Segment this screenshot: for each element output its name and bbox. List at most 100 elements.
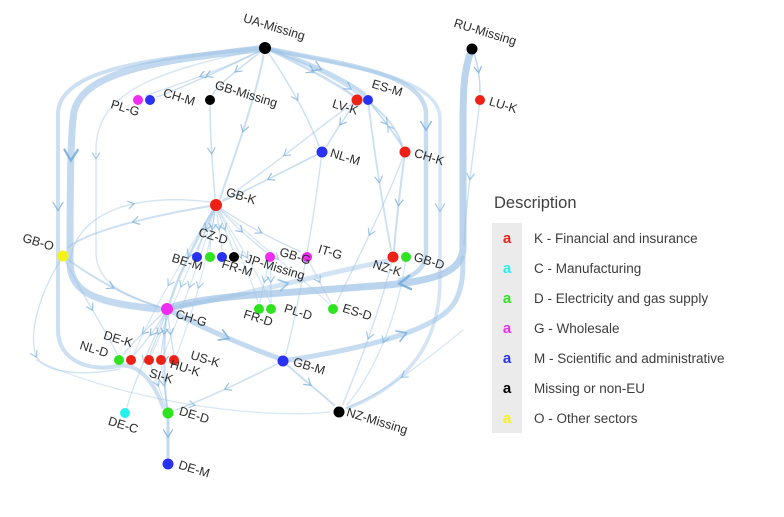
edge (280, 255, 466, 364)
edge-arrow-icon (374, 175, 383, 184)
edge-arrow-icon (30, 349, 38, 359)
node-label-NL-M: NL-M (329, 146, 362, 168)
node-PL-D (266, 304, 276, 314)
node-LV-K (351, 94, 363, 106)
edge (151, 204, 217, 355)
edge (133, 204, 217, 355)
edge (122, 308, 168, 356)
node-label-GB-K: GB-K (225, 185, 259, 208)
edge-arrow-icon (217, 328, 231, 341)
edge-arrow-icon (223, 382, 233, 391)
node-DE-K (126, 355, 136, 365)
edge (222, 99, 358, 201)
node-US-K (169, 355, 179, 365)
node-IT-G (302, 252, 312, 262)
legend-key-icon-C: a (492, 253, 522, 283)
edge (56, 46, 267, 409)
edge-arrow-icon (397, 274, 413, 291)
edge-arrow-icon (241, 250, 249, 259)
legend-key-icon-O: a (492, 403, 522, 433)
edge (215, 204, 271, 304)
edge (66, 44, 269, 313)
node-NL-D (114, 355, 124, 365)
edge-arrow-icon (179, 279, 187, 288)
node-NZ-K (387, 251, 399, 263)
node-NZ-Missing (333, 406, 345, 418)
edge-arrow-icon (254, 226, 263, 234)
edge-arrow-icon (141, 326, 150, 335)
legend-item-C: a C - Manufacturing (492, 253, 780, 283)
edge-arrows-layer (30, 60, 483, 439)
node-label-GB-O: GB-O (21, 231, 56, 254)
node-GB-O (57, 250, 69, 262)
node-label-UA-Missing: UA-Missing (242, 11, 307, 43)
edge-arrow-icon (156, 327, 165, 336)
node-ES-D (328, 304, 338, 314)
edge (144, 47, 266, 97)
node-DE-M (162, 458, 174, 470)
legend-item-O: a O - Other sectors (492, 403, 780, 433)
edge (32, 255, 121, 374)
edge (168, 45, 476, 311)
edge-arrow-icon (131, 216, 141, 225)
edge-arrow-icon (466, 172, 475, 181)
legend-item-G: a G - Wholesale (492, 313, 780, 343)
legend-item-label: G - Wholesale (534, 320, 620, 336)
legend-items: a K - Financial and insurance a C - Manufac… (492, 223, 780, 433)
node-GB-K (210, 199, 222, 211)
edge-arrow-icon (302, 377, 312, 387)
edge-arrow-icon (395, 330, 408, 343)
edge-arrow-icon (127, 200, 136, 209)
edge (367, 99, 392, 251)
legend-item-K: a K - Financial and insurance (492, 223, 780, 253)
edge-arrow-icon (282, 148, 292, 157)
edge-arrow-icon (160, 327, 169, 336)
edge-arrow-icon (367, 227, 376, 237)
edge (342, 256, 394, 405)
edge (463, 99, 481, 246)
node-ES-M (363, 95, 373, 105)
edge-arrow-icon (313, 275, 321, 284)
edge (215, 204, 259, 304)
edge (262, 45, 429, 283)
node-label-GB-Missing: GB-Missing (213, 78, 279, 110)
edge (264, 47, 320, 147)
edge-arrow-icon (311, 60, 323, 72)
edge-arrow-icon (234, 64, 243, 73)
node-label-CH-G: CH-G (174, 307, 209, 330)
node-RU-Missing (466, 43, 478, 55)
node-DE-C (120, 408, 130, 418)
legend-key-icon-K: a (492, 223, 522, 253)
legend-item-Missing: a Missing or non-EU (492, 373, 780, 403)
edge-arrow-icon (380, 117, 388, 126)
node-label-PL-D: PL-D (283, 301, 314, 323)
legend-item-label: D - Electricity and gas supply (534, 290, 709, 306)
edge-arrow-icon (165, 327, 174, 336)
node-label-SI-K: SI-K (147, 366, 175, 387)
edge-arrow-icon (85, 302, 94, 311)
node-label-CH-M: CH-M (162, 86, 197, 109)
legend: Description a K - Financial and insurance… (492, 194, 780, 433)
edge-arrow-icon (198, 70, 207, 79)
edge-arrow-icon (266, 276, 275, 284)
node-label-NZ-Missing: NZ-Missing (345, 405, 410, 437)
legend-key-icon-Missing: a (492, 373, 522, 403)
node-label-DE-C: DE-C (107, 414, 140, 436)
edge-arrow-icon (277, 278, 290, 292)
node-UA-Missing (259, 42, 271, 54)
edge-arrow-icon (473, 65, 483, 74)
edge-arrow-icon (381, 335, 390, 344)
node-FR-M (217, 252, 227, 262)
legend-item-label: K - Financial and insurance (534, 230, 698, 246)
edge (69, 199, 211, 263)
node-GB-Missing (205, 95, 215, 105)
edge-arrow-icon (52, 201, 64, 212)
edge (219, 47, 266, 200)
edge (215, 204, 330, 305)
node-JP-Missing (229, 252, 239, 262)
node-GB-M (277, 355, 289, 367)
edge-arrow-icon (291, 92, 299, 102)
edge (67, 204, 217, 248)
edge (164, 306, 284, 362)
legend-item-label: Missing or non-EU (534, 380, 646, 396)
